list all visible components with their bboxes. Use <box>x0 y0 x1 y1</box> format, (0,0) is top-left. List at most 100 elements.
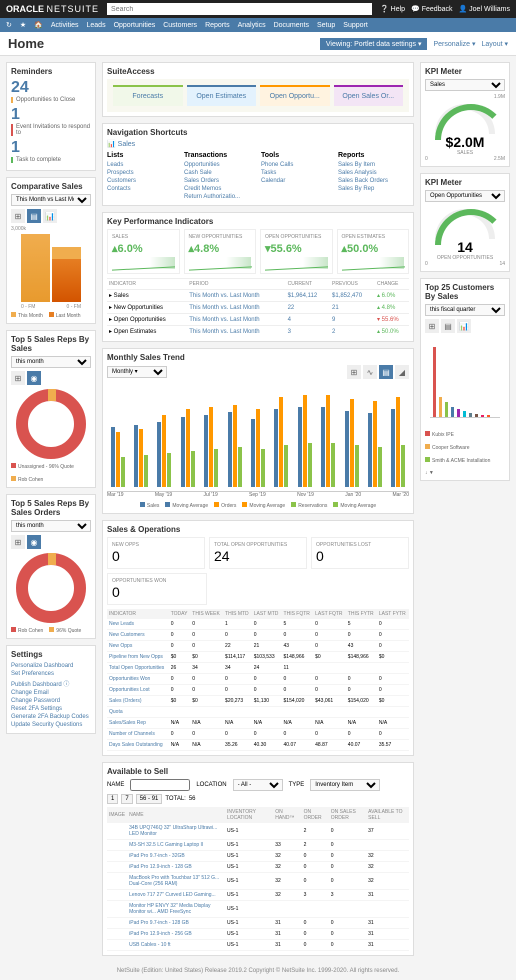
top5-orders-period[interactable]: this month <box>11 520 91 532</box>
kpi-per[interactable]: This Month vs. Last Month <box>187 314 285 326</box>
chart-type-3-icon[interactable]: 📊 <box>43 209 57 223</box>
kpi-cur[interactable]: 4 <box>286 314 330 326</box>
avail-cell[interactable]: iPad Pro 12.9-inch - 128 GB <box>127 862 225 873</box>
feedback-link[interactable]: 💬 Feedback <box>411 5 452 13</box>
shortcut-link-2-2[interactable]: Calendar <box>261 177 332 185</box>
avail-cell[interactable]: iPad Pro 9.7-inch - 32GB <box>127 851 225 862</box>
nav-setup[interactable]: Setup <box>317 22 335 29</box>
sops-cell[interactable]: Total Open Opportunities <box>107 663 169 674</box>
nav-customers[interactable]: Customers <box>163 22 197 29</box>
sops-cell[interactable]: Number of Channels <box>107 729 169 740</box>
shortcut-link-0-0[interactable]: Leads <box>107 161 178 169</box>
sops-cell[interactable]: Opportunities Lost <box>107 685 169 696</box>
reminder-label-0[interactable]: Opportunities to Close <box>11 97 91 103</box>
settings-item-2[interactable]: Publish Dashboard ⓘ <box>11 678 91 689</box>
nav-home-icon[interactable]: 🏠 <box>34 21 43 29</box>
viewing-dropdown[interactable]: Viewing: Portlet data settings ▾ <box>320 38 428 50</box>
settings-item-3[interactable]: Change Email <box>11 689 91 697</box>
kpi-per[interactable]: This Month vs. Last Month <box>187 302 285 314</box>
nav-activities[interactable]: Activities <box>51 22 79 29</box>
nav-star-icon[interactable]: ★ <box>20 21 26 29</box>
kpi-prev[interactable]: 21 <box>330 302 375 314</box>
meter1-select[interactable]: Sales <box>425 79 505 91</box>
avail-cell[interactable]: iPad Pro 9.7-inch - 128 GB <box>127 918 225 929</box>
chart-type-1-icon[interactable]: ⊞ <box>11 209 25 223</box>
sops-cell[interactable]: New Opps <box>107 641 169 652</box>
shortcut-link-2-0[interactable]: Phone Calls <box>261 161 332 169</box>
kpi-prev[interactable]: $1,852,470 <box>330 290 375 302</box>
shortcut-link-1-3[interactable]: Credit Memos <box>184 185 255 193</box>
shortcut-link-1-1[interactable]: Cash Sale <box>184 169 255 177</box>
shortcut-link-1-0[interactable]: Opportunities <box>184 161 255 169</box>
suite-tab-forecasts[interactable]: Forecasts <box>113 85 183 106</box>
personalize-dropdown[interactable]: Personalize ▾ <box>433 40 475 48</box>
shortcut-link-0-3[interactable]: Contacts <box>107 185 178 193</box>
avail-cell[interactable]: Lenovo 717 27" Curved LED Gaming... <box>127 890 225 901</box>
shortcut-link-3-3[interactable]: Sales By Rep <box>338 185 409 193</box>
user-menu[interactable]: 👤 Joel Williams <box>458 5 510 13</box>
avail-cell[interactable]: MacBook Pro with Touchbar 13" 512 G... D… <box>127 873 225 890</box>
help-link[interactable]: ❔ Help <box>380 5 405 13</box>
kpi-cur[interactable]: 3 <box>286 326 330 338</box>
settings-item-7[interactable]: Update Security Questions <box>11 721 91 729</box>
shortcut-link-3-0[interactable]: Sales By Item <box>338 161 409 169</box>
suite-tab-orders[interactable]: Open Sales Or... <box>334 85 404 106</box>
shortcut-link-0-1[interactable]: Prospects <box>107 169 178 177</box>
t5o-icon-1[interactable]: ⊞ <box>11 535 25 549</box>
kpi-cur[interactable]: 22 <box>286 302 330 314</box>
t25-icon-3[interactable]: 📊 <box>457 319 471 333</box>
reminder-label-1[interactable]: Event Invitations to respond to <box>11 124 91 136</box>
sops-cell[interactable]: New Customers <box>107 630 169 641</box>
nav-leads[interactable]: Leads <box>87 22 106 29</box>
nav-documents[interactable]: Documents <box>274 22 309 29</box>
pager-next[interactable]: 56 - 91 <box>136 794 163 804</box>
top5-sales-period[interactable]: this month <box>11 356 91 368</box>
avail-cell[interactable]: 34B UPQ746Q 32" UltraSharp Ultrawi... LE… <box>127 823 225 840</box>
avail-cell[interactable]: iPad Pro 12.9-inch - 256 GB <box>127 929 225 940</box>
sops-cell[interactable]: Sales/Sales Rep <box>107 718 169 729</box>
kpi-per[interactable]: This Month vs. Last Month <box>187 326 285 338</box>
shortcut-link-3-1[interactable]: Sales Analysis <box>338 169 409 177</box>
sops-cell[interactable]: Quota <box>107 707 169 718</box>
t25-icon-1[interactable]: ⊞ <box>425 319 439 333</box>
settings-item-6[interactable]: Generate 2FA Backup Codes <box>11 713 91 721</box>
shortcut-link-0-2[interactable]: Customers <box>107 177 178 185</box>
kpi-prev[interactable]: 2 <box>330 326 375 338</box>
t25-icon-2[interactable]: ▤ <box>441 319 455 333</box>
shortcut-link-1-2[interactable]: Sales Orders <box>184 177 255 185</box>
kpi-prev[interactable]: 9 <box>330 314 375 326</box>
suite-tab-estimates[interactable]: Open Estimates <box>187 85 257 106</box>
reminder-label-2[interactable]: Task to complete <box>11 157 91 163</box>
settings-item-1[interactable]: Set Preferences <box>11 670 91 678</box>
avail-cell[interactable]: M3-SH 32.5 LC Gaming Laptop II <box>127 840 225 851</box>
nav-cycle-icon[interactable]: ↻ <box>6 21 12 29</box>
trend-icon-3[interactable]: ▤ <box>379 365 393 379</box>
avail-cell[interactable]: Monitor HP ENVY 32" Media Display Monito… <box>127 901 225 918</box>
sops-cell[interactable]: Opportunities Won <box>107 674 169 685</box>
pager-mid[interactable]: 7 <box>121 794 132 804</box>
t5s-icon-1[interactable]: ⊞ <box>11 371 25 385</box>
shortcut-link-1-4[interactable]: Return Authorizatio... <box>184 193 255 201</box>
comp-sales-period[interactable]: This Month vs Last Month <box>11 194 91 206</box>
avail-cell[interactable]: USB Cables - 10 ft <box>127 940 225 951</box>
shortcut-link-2-1[interactable]: Tasks <box>261 169 332 177</box>
kpi-per[interactable]: This Month vs. Last Month <box>187 290 285 302</box>
settings-item-4[interactable]: Change Password <box>11 697 91 705</box>
layout-dropdown[interactable]: Layout ▾ <box>482 40 508 48</box>
top25-period[interactable]: this fiscal quarter <box>425 304 505 316</box>
trend-icon-1[interactable]: ⊞ <box>347 365 361 379</box>
settings-item-0[interactable]: Personalize Dashboard <box>11 662 91 670</box>
kpi-cur[interactable]: $1,964,112 <box>286 290 330 302</box>
suite-tab-opps[interactable]: Open Opportu... <box>260 85 330 106</box>
sops-cell[interactable]: New Leads <box>107 619 169 630</box>
sops-cell[interactable]: Pipeline from New Opps <box>107 652 169 663</box>
nav-analytics[interactable]: Analytics <box>238 22 266 29</box>
pager-prev[interactable]: 1 <box>107 794 118 804</box>
trend-icon-2[interactable]: ∿ <box>363 365 377 379</box>
meter2-select[interactable]: Open Opportunities <box>425 190 505 202</box>
trend-period[interactable]: Monthly ▾ <box>107 366 167 378</box>
nav-support[interactable]: Support <box>343 22 368 29</box>
chart-type-2-icon[interactable]: ▤ <box>27 209 41 223</box>
settings-item-5[interactable]: Reset 2FA Settings <box>11 705 91 713</box>
nav-opportunities[interactable]: Opportunities <box>114 22 156 29</box>
